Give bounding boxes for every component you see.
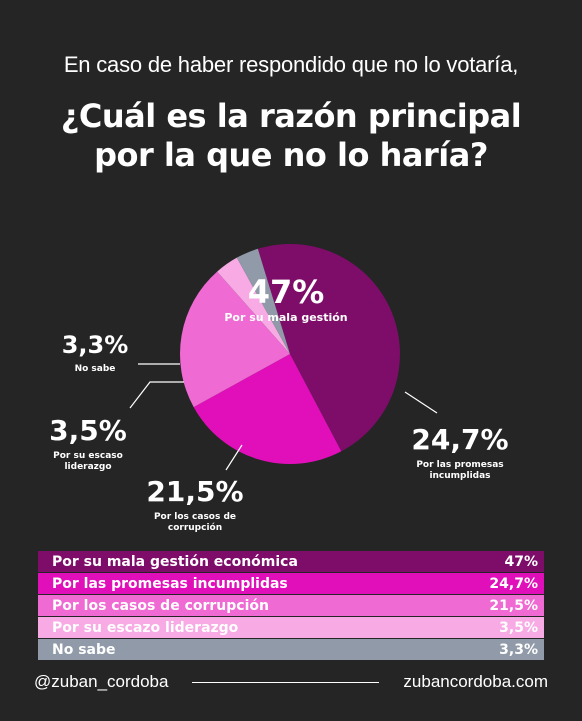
slice-label-desc-5: No sabe (75, 364, 116, 374)
slice-label-desc-1: Por su mala gestión (224, 311, 347, 324)
legend-value: 21,5% (489, 597, 538, 614)
legend-label: Por su mala gestión económica (52, 553, 298, 570)
legend-label: Por las promesas incumplidas (52, 575, 288, 592)
footer-divider (192, 681, 380, 683)
leader-line-2 (404, 391, 438, 414)
legend-row-5: No sabe 3,3% (38, 639, 544, 660)
leader-line-4 (129, 381, 184, 409)
legend-value: 3,3% (499, 641, 538, 658)
slice-label-pct-4: 3,5% (49, 414, 127, 447)
chart-title: ¿Cuál es la razón principal por la que n… (0, 97, 582, 175)
legend-value: 47% (504, 553, 538, 570)
slice-label-desc-2: incumplidas (429, 471, 490, 481)
website: zubancordoba.com (403, 672, 548, 691)
pie-slice-2 (193, 354, 342, 464)
pie-slice-4 (217, 257, 290, 354)
legend-value: 24,7% (489, 575, 538, 592)
footer: @zuban_cordoba zubancordoba.com (34, 670, 548, 694)
legend-table: Por su mala gestión económica 47% Por las … (38, 551, 544, 661)
legend-label: Por su escazo liderazgo (52, 619, 239, 636)
legend-row-4: Por su escazo liderazgo 3,5% (38, 617, 544, 638)
pie-slice-3 (179, 271, 290, 408)
legend-row-3: Por los casos de corrupción 21,5% (38, 595, 544, 616)
pie-slice-1 (257, 244, 400, 452)
chart-title-line-1: ¿Cuál es la razón principal (60, 97, 522, 135)
slice-label-desc-4: Por su escaso (53, 451, 123, 461)
slice-label-desc-4: liderazgo (64, 462, 111, 472)
slice-label-pct-5: 3,3% (62, 331, 129, 359)
slice-label-pct-3: 21,5% (146, 475, 243, 508)
legend-value: 3,5% (499, 619, 538, 636)
pie-slice-5 (236, 248, 290, 354)
slice-label-pct-2: 24,7% (411, 423, 508, 456)
social-handle: @zuban_cordoba (34, 672, 169, 691)
slice-label-desc-3: corrupción (168, 522, 222, 533)
legend-label: Por los casos de corrupción (52, 597, 269, 614)
chart-title-line-2: por la que no lo haría? (94, 136, 488, 174)
chart-subtitle: En caso de haber respondido que no lo vo… (63, 52, 519, 77)
slice-label-pct-1: 47% (248, 273, 325, 311)
leader-line-3 (225, 444, 243, 471)
legend-row-2: Por las promesas incumplidas 24,7% (38, 573, 544, 594)
slice-label-desc-2: Por las promesas (416, 460, 503, 470)
legend-row-1: Por su mala gestión económica 47% (38, 551, 544, 572)
legend-label: No sabe (52, 641, 116, 658)
slice-label-desc-3: Por los casos de (154, 512, 236, 522)
